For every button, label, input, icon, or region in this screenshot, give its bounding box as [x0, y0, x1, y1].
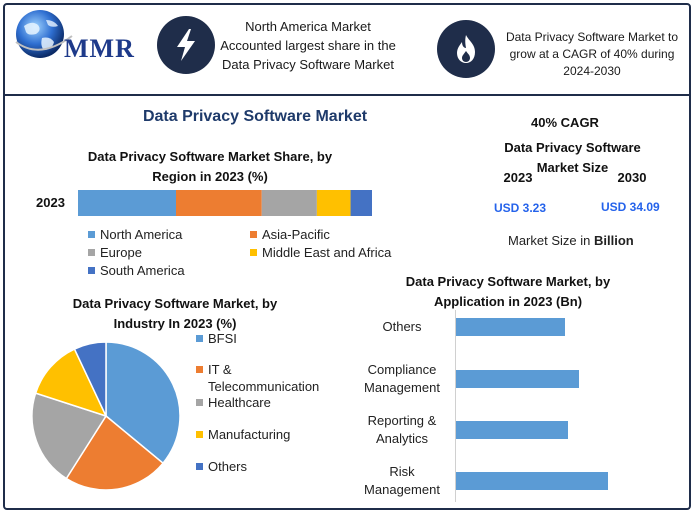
- application-chart-title: Data Privacy Software Market, by Applica…: [405, 274, 611, 309]
- market-size-title: Data Privacy Software Market Size: [504, 140, 641, 175]
- application-label-reporting-and-analytics: Reporting & Analytics: [350, 412, 454, 448]
- legend-label: Manufacturing: [208, 427, 291, 442]
- application-label-line: Others: [382, 319, 422, 334]
- legend-label: Middle East and Africa: [262, 245, 392, 260]
- legend-swatch: [196, 431, 203, 438]
- legend-item-middle-east-and-africa: Middle East and Africa: [250, 245, 391, 260]
- market-size-unit-note: Market Size in Billion: [508, 233, 634, 248]
- legend-item-manufacturing: Manufacturing: [196, 426, 338, 443]
- year-end: 2030: [617, 170, 647, 185]
- industry-chart-title: Data Privacy Software Market, by Industr…: [72, 296, 278, 331]
- infographic-frame: [3, 3, 691, 510]
- north-america-highlight: North America Market Accounted largest s…: [220, 19, 396, 72]
- legend-swatch: [196, 366, 203, 373]
- pie-slice-it-and-telecommunication: [65, 414, 165, 491]
- application-label-others: Others: [350, 318, 454, 336]
- legend-swatch: [250, 249, 257, 256]
- application-bar-compliance-management: [456, 370, 580, 388]
- legend-swatch: [196, 463, 203, 470]
- region-segment-asia-pacific: [176, 190, 262, 216]
- globe-logo-icon: [15, 10, 73, 58]
- year-start: 2023: [503, 170, 533, 185]
- region-chart-title: Data Privacy Software Market Share, by R…: [87, 149, 333, 184]
- legend-label: North America: [100, 227, 183, 242]
- region-segment-north-america: [78, 190, 176, 216]
- region-year-label: 2023: [36, 195, 65, 210]
- lightning-bolt-icon: [157, 16, 215, 74]
- application-label-line: Compliance: [367, 362, 437, 377]
- legend-swatch: [88, 267, 95, 274]
- region-stacked-bar: [78, 190, 372, 216]
- legend-item-europe: Europe: [88, 245, 142, 260]
- application-label-line: Management: [364, 482, 440, 497]
- header-divider: [5, 94, 691, 96]
- legend-item-north-america: North America: [88, 227, 182, 242]
- page-title: Data Privacy Software Market: [142, 108, 368, 125]
- legend-item-south-america: South America: [88, 263, 185, 278]
- legend-item-bfsi: BFSI: [196, 330, 338, 347]
- application-label-line: Analytics: [375, 431, 429, 446]
- legend-label: Healthcare: [208, 395, 271, 410]
- value-start: USD 3.23: [494, 201, 547, 215]
- cagr-label: 40% CAGR: [531, 115, 599, 130]
- application-axis-line: [455, 310, 456, 502]
- industry-pie-chart: [31, 341, 181, 491]
- region-segment-south-america: [350, 190, 372, 216]
- flame-icon: [437, 20, 495, 78]
- application-label-line: Reporting &: [367, 413, 437, 428]
- legend-swatch: [88, 249, 95, 256]
- legend-item-it-and-telecommunication: IT & Telecommunication: [196, 361, 338, 395]
- legend-swatch: [250, 231, 257, 238]
- pie-slice-manufacturing: [34, 348, 108, 418]
- brand-logo-text: MMR: [64, 34, 135, 63]
- legend-label: Asia-Pacific: [262, 227, 330, 242]
- pie-slice-bfsi: [105, 341, 181, 465]
- pie-slice-healthcare: [31, 392, 108, 480]
- legend-item-healthcare: Healthcare: [196, 394, 338, 411]
- legend-swatch: [196, 399, 203, 406]
- legend-label: BFSI: [208, 331, 237, 346]
- application-label-risk-management: Risk Management: [350, 463, 454, 499]
- pie-slice-others: [73, 341, 107, 417]
- cagr-highlight: Data Privacy Software Market to grow at …: [505, 30, 679, 78]
- application-bar-reporting-and-analytics: [456, 421, 569, 439]
- application-label-line: Management: [364, 380, 440, 395]
- application-label-line: Risk: [389, 464, 415, 479]
- application-label-compliance-management: Compliance Management: [350, 361, 454, 397]
- legend-label: South America: [100, 263, 185, 278]
- application-bar-others: [456, 318, 566, 336]
- legend-label: IT & Telecommunication: [208, 362, 320, 394]
- region-segment-middle-east-and-africa: [316, 190, 351, 216]
- legend-swatch: [196, 335, 203, 342]
- application-bar-risk-management: [456, 472, 608, 490]
- legend-label: Others: [208, 459, 248, 474]
- legend-item-asia-pacific: Asia-Pacific: [250, 227, 330, 242]
- legend-label: Europe: [100, 245, 142, 260]
- region-segment-europe: [261, 190, 317, 216]
- legend-swatch: [88, 231, 95, 238]
- legend-item-others: Others: [196, 458, 338, 475]
- value-end: USD 34.09: [601, 200, 660, 214]
